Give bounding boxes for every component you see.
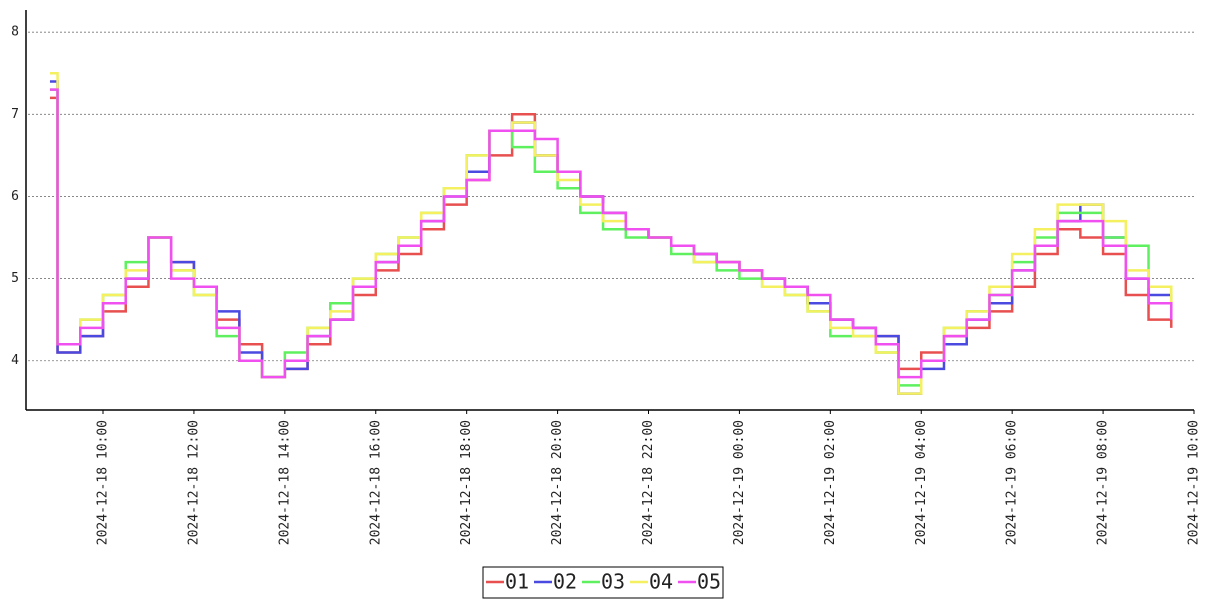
series-line: [49, 88, 1173, 387]
series-line: [49, 80, 1173, 395]
x-tick-label: 2024-12-18 18:00: [459, 420, 474, 545]
legend-label: 04: [649, 570, 673, 594]
legend-label: 01: [505, 570, 529, 594]
series-line: [49, 88, 1173, 379]
x-tick-label: 2024-12-18 12:00: [186, 420, 201, 545]
x-tick-label: 2024-12-18 22:00: [641, 420, 656, 545]
x-tick-label: 2024-12-19 08:00: [1096, 420, 1111, 545]
y-tick-label: 5: [11, 271, 19, 286]
series-line: [49, 71, 1173, 395]
x-tick-label: 2024-12-19 04:00: [914, 420, 929, 545]
x-tick-label: 2024-12-19 02:00: [823, 420, 838, 545]
y-tick-label: 7: [11, 107, 19, 122]
y-tick-label: 4: [11, 353, 19, 368]
x-tick-label: 2024-12-19 06:00: [1005, 420, 1020, 545]
x-tick-label: 2024-12-18 10:00: [96, 420, 111, 545]
legend-label: 03: [601, 570, 625, 594]
legend-label: 05: [697, 570, 721, 594]
x-tick-label: 2024-12-18 14:00: [277, 420, 292, 545]
x-tick-label: 2024-12-18 16:00: [368, 420, 383, 545]
x-tick-label: 2024-12-19 10:00: [1187, 420, 1202, 545]
legend-label: 02: [553, 570, 577, 594]
x-tick-label: 2024-12-19 00:00: [732, 420, 747, 545]
y-tick-label: 8: [11, 25, 19, 40]
y-tick-label: 6: [11, 189, 19, 204]
x-tick-label: 2024-12-18 20:00: [550, 420, 565, 545]
